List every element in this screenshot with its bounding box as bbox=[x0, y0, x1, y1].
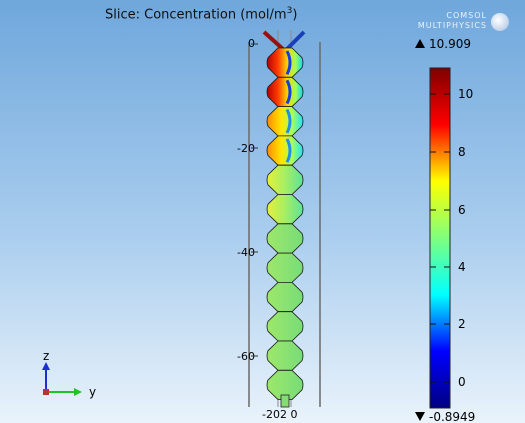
mixer-chamber bbox=[267, 341, 303, 370]
inlet-arm-left bbox=[264, 32, 284, 50]
colorbar-tick-label: 8 bbox=[458, 145, 466, 159]
mixer-chamber bbox=[267, 195, 303, 224]
colorbar-min-label: -0.8949 bbox=[415, 410, 475, 423]
axis-orientation-triad: z y bbox=[42, 349, 96, 399]
color-bar bbox=[430, 68, 450, 408]
mixer-chamber bbox=[267, 224, 303, 253]
mixer-chamber bbox=[267, 77, 303, 106]
triad-y-label: y bbox=[89, 385, 96, 399]
triad-y-arrowhead bbox=[74, 388, 82, 396]
triad-z-label: z bbox=[43, 349, 49, 363]
color-legend: 10 8 6 4 2 0 bbox=[430, 68, 473, 408]
mixer-chamber bbox=[267, 136, 303, 165]
colorbar-tick-label: 2 bbox=[458, 317, 466, 331]
z-axis: 0 -20 -40 -60 bbox=[237, 37, 258, 363]
mixer-chamber bbox=[267, 107, 303, 136]
mixer-chamber bbox=[267, 48, 303, 77]
mixer-chamber bbox=[267, 312, 303, 341]
outlet-channel bbox=[281, 395, 289, 407]
min-triangle-icon bbox=[415, 412, 425, 421]
mixer-chamber bbox=[267, 165, 303, 194]
colorbar-tick-label: 10 bbox=[458, 87, 473, 101]
colorbar-max-label: 10.909 bbox=[415, 37, 471, 51]
colorbar-tick-label: 6 bbox=[458, 203, 466, 217]
triad-x-axis bbox=[43, 389, 49, 395]
micromixer-chambers bbox=[267, 48, 303, 400]
inlet-arm-right bbox=[286, 32, 304, 50]
mixer-chamber bbox=[267, 253, 303, 282]
max-triangle-icon bbox=[415, 39, 425, 48]
colorbar-tick-label: 0 bbox=[458, 375, 466, 389]
triad-z-arrowhead bbox=[42, 362, 50, 370]
mixer-chamber bbox=[267, 282, 303, 311]
colorbar-tick-label: 4 bbox=[458, 260, 466, 274]
y-tick-labels: -202 0΢ bbox=[262, 408, 297, 421]
